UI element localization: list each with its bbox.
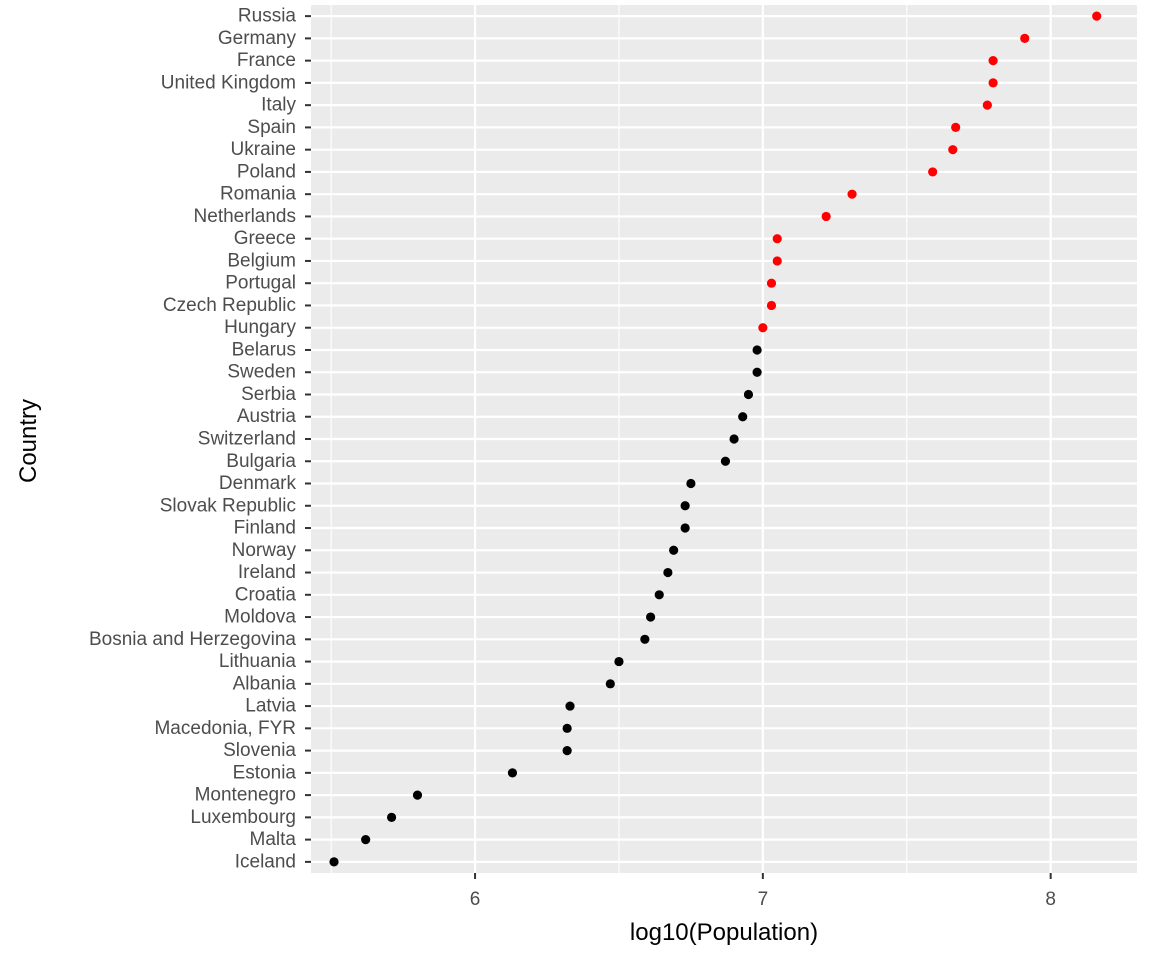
y-tick-label: Slovak Republic — [160, 495, 296, 516]
data-point — [654, 590, 664, 600]
x-axis: 6 7 8 — [470, 873, 1056, 910]
y-tick-label: Italy — [261, 95, 296, 116]
y-tick-label: Germany — [218, 28, 297, 49]
y-tick-label: Portugal — [225, 273, 296, 294]
major-gridlines — [311, 5, 1137, 873]
y-tick-label: Estonia — [233, 762, 297, 783]
y-tick-label: Luxembourg — [190, 807, 296, 828]
y-tick-label: Sweden — [227, 362, 296, 383]
data-point — [951, 122, 961, 133]
data-point — [507, 768, 518, 778]
data-point — [646, 612, 656, 622]
data-point — [1092, 11, 1102, 21]
y-tick-label: Netherlands — [194, 206, 296, 227]
y-tick-label: Slovenia — [223, 740, 296, 761]
data-point — [758, 323, 768, 333]
data-point — [766, 300, 777, 311]
y-axis-title: Country — [15, 399, 42, 483]
data-point — [686, 478, 696, 489]
y-tick-label: Romania — [220, 184, 296, 205]
data-point — [982, 100, 992, 110]
data-point — [605, 679, 615, 689]
data-point — [640, 634, 650, 644]
y-tick-label: Russia — [238, 6, 297, 27]
data-point — [720, 456, 731, 466]
x-tick-label: 8 — [1045, 889, 1056, 910]
data-point — [669, 545, 679, 555]
data-point — [928, 167, 938, 177]
data-point — [562, 723, 572, 733]
data-point — [772, 256, 782, 266]
data-point — [821, 211, 831, 222]
data-point — [386, 812, 397, 822]
y-tick-label: Norway — [232, 540, 297, 561]
y-tick-label: Denmark — [219, 473, 297, 494]
data-point — [988, 78, 998, 88]
data-point — [752, 345, 762, 355]
y-tick-label: Latvia — [245, 696, 296, 717]
y-tick-label: Poland — [237, 161, 296, 182]
y-tick-label: France — [237, 50, 296, 71]
data-point — [680, 523, 690, 533]
data-point — [680, 501, 690, 511]
y-tick-label: Albania — [233, 673, 297, 694]
y-tick-label: Czech Republic — [163, 295, 296, 316]
data-point — [329, 857, 339, 867]
data-point — [772, 234, 782, 244]
y-tick-label: Belarus — [232, 339, 296, 360]
y-tick-label: Macedonia, FYR — [154, 718, 296, 739]
y-tick-label: Hungary — [224, 317, 296, 338]
y-tick-label: Serbia — [241, 384, 296, 405]
data-points — [329, 11, 1102, 867]
y-tick-label: Finland — [234, 518, 296, 539]
x-tick-label: 7 — [758, 889, 769, 910]
y-tick-label: Malta — [250, 829, 297, 850]
data-point — [1020, 33, 1030, 43]
y-tick-label: Ukraine — [231, 139, 296, 160]
data-point — [766, 278, 777, 288]
data-point — [743, 389, 754, 400]
y-tick-label: Moldova — [224, 607, 296, 628]
data-point — [361, 835, 371, 845]
y-tick-label: Greece — [234, 228, 296, 249]
data-point — [948, 145, 958, 155]
y-tick-label: Iceland — [235, 851, 296, 872]
data-point — [412, 790, 423, 800]
data-point — [738, 412, 748, 422]
y-tick-label: Montenegro — [195, 785, 296, 806]
y-tick-label: Austria — [237, 406, 297, 427]
data-point — [565, 701, 575, 711]
x-axis-title: log10(Population) — [630, 919, 818, 946]
y-tick-label: Switzerland — [198, 429, 296, 450]
y-tick-label: Spain — [247, 117, 296, 138]
data-point — [663, 567, 673, 578]
data-point — [614, 656, 624, 667]
data-point — [562, 745, 572, 756]
y-tick-label: United Kingdom — [161, 72, 296, 93]
x-tick-label: 6 — [470, 889, 481, 910]
data-point — [729, 434, 739, 444]
y-tick-label: Ireland — [238, 562, 296, 583]
data-point — [847, 189, 857, 199]
y-tick-label: Lithuania — [219, 651, 297, 672]
y-tick-label: Belgium — [227, 250, 296, 271]
y-tick-label: Bosnia and Herzegovina — [89, 629, 296, 650]
y-axis: IcelandMaltaLuxembourgMontenegroEstoniaS… — [89, 6, 311, 872]
data-point — [988, 56, 998, 66]
data-point — [752, 367, 762, 377]
y-tick-label: Bulgaria — [226, 451, 296, 472]
y-tick-label: Croatia — [235, 584, 297, 605]
